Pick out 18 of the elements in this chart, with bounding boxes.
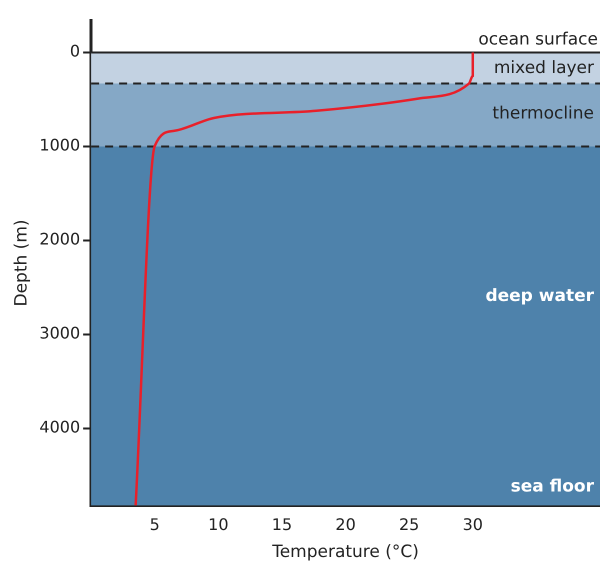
annotation: ocean surface	[478, 29, 598, 50]
y-tick-label: 2000	[39, 230, 80, 249]
band-label: thermocline	[492, 103, 594, 124]
x-axis-title: Temperature (°C)	[271, 542, 419, 562]
y-tick-label: 4000	[39, 418, 80, 437]
annotation: sea floor	[510, 476, 595, 496]
x-tick-label: 25	[398, 515, 420, 534]
x-tick-label: 20	[335, 515, 356, 534]
y-tick-label: 0	[70, 42, 80, 61]
band-label: deep water	[485, 286, 595, 306]
y-axis-title: Depth (m)	[12, 219, 32, 307]
x-tick-label: 15	[272, 515, 292, 534]
band-label: mixed layer	[494, 58, 594, 78]
x-tick-label: 5	[150, 515, 160, 534]
x-tick-label: 30	[462, 515, 483, 534]
y-tick-label: 3000	[39, 324, 80, 343]
y-tick-label: 1000	[39, 136, 80, 155]
x-tick-label: 10	[208, 515, 229, 534]
